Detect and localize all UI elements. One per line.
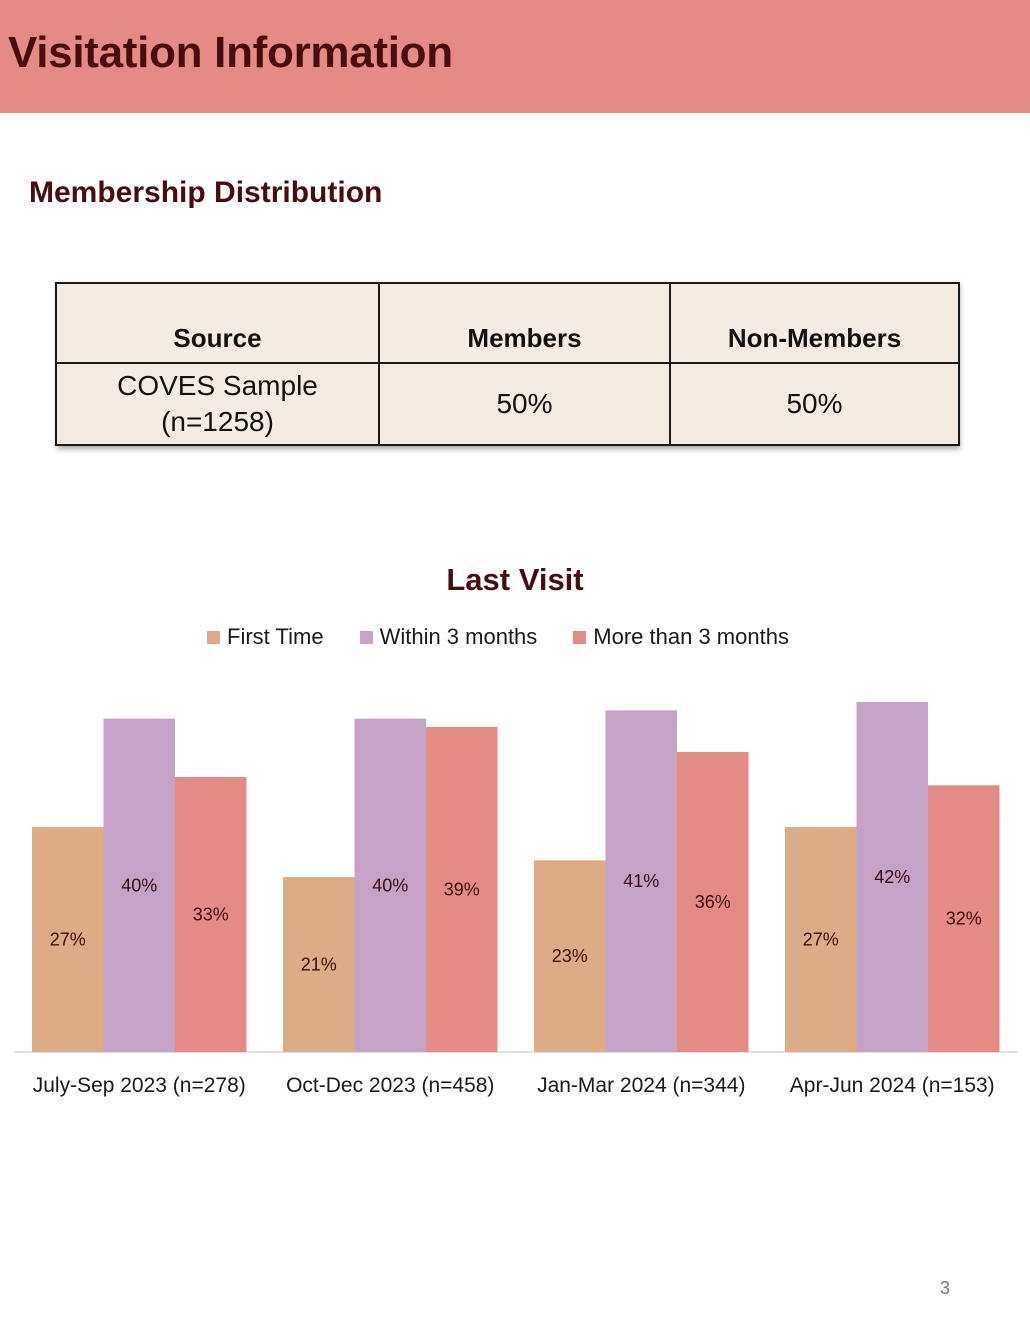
bar-within-3-months-3	[605, 710, 677, 1052]
members-value: 50%	[378, 362, 671, 446]
legend-item-within-3-months: Within 3 months	[359, 624, 538, 650]
legend-item-more-than-3-months: More than 3 months	[573, 624, 789, 650]
bar-more-than-3-months-1	[175, 777, 247, 1052]
data-label-within-3-months-2: 40%	[372, 875, 408, 895]
last-visit-bar-chart: 27% 40% 33% July-Sep 2023 (n=278) 21% 40% 39% O…	[14, 702, 1018, 1097]
column-header-members: Members	[378, 282, 671, 364]
bar-first-time-4	[785, 827, 857, 1052]
x-tick-label-4: Apr-Jun 2024 (n=153)	[790, 1074, 995, 1097]
x-tick-label-1: July-Sep 2023 (n=278)	[33, 1074, 246, 1097]
legend-item-first-time: First Time	[207, 624, 324, 650]
legend-label-first-time: First Time	[227, 624, 324, 649]
header-bar: Visitation Information	[0, 0, 1030, 113]
bar-first-time-2	[283, 877, 355, 1052]
legend-label-more-than-3-months: More than 3 months	[593, 624, 789, 649]
column-header-non-members: Non-Members	[669, 282, 960, 364]
source-sample-size: (n=1258)	[161, 406, 274, 437]
data-label-more-than-3-months-4: 32%	[946, 909, 982, 929]
data-label-more-than-3-months-2: 39%	[444, 880, 480, 900]
legend-swatch-within-3-months	[359, 630, 373, 644]
bar-within-3-months-2	[354, 718, 426, 1052]
bar-within-3-months-4	[856, 702, 928, 1052]
data-label-first-time-3: 23%	[552, 946, 588, 966]
legend-label-within-3-months: Within 3 months	[379, 624, 538, 649]
membership-table-container: Source Members Non-Members COVES Sample …	[55, 282, 960, 446]
table-header-row: Source Members Non-Members	[55, 282, 960, 364]
bar-more-than-3-months-2	[426, 727, 498, 1052]
bar-first-time-1	[32, 827, 104, 1052]
data-label-first-time-4: 27%	[803, 930, 839, 950]
membership-section-title: Membership Distribution	[29, 176, 383, 209]
non-members-value: 50%	[669, 362, 960, 446]
bar-more-than-3-months-3	[677, 752, 749, 1052]
page-title: Visitation Information	[8, 28, 453, 77]
data-label-more-than-3-months-3: 36%	[695, 892, 731, 912]
legend-swatch-first-time	[207, 630, 220, 644]
x-tick-label-3: Jan-Mar 2024 (n=344)	[537, 1074, 745, 1097]
table-row: COVES Sample (n=1258) 50% 50%	[55, 362, 960, 446]
legend-swatch-more-than-3-months	[573, 630, 587, 644]
data-label-within-3-months-3: 41%	[623, 871, 659, 891]
chart-title: Last Visit	[446, 562, 584, 597]
source-cell: COVES Sample (n=1258)	[55, 362, 380, 446]
data-label-first-time-1: 27%	[50, 930, 86, 950]
data-label-first-time-2: 21%	[301, 955, 337, 975]
x-tick-label-2: Oct-Dec 2023 (n=458)	[286, 1074, 494, 1097]
bar-first-time-3	[534, 860, 606, 1052]
source-name: COVES Sample	[117, 370, 318, 401]
bar-more-than-3-months-4	[928, 785, 1000, 1052]
column-header-source: Source	[55, 282, 380, 364]
data-label-within-3-months-1: 40%	[121, 875, 157, 895]
bar-within-3-months-1	[103, 718, 175, 1052]
data-label-more-than-3-months-1: 33%	[193, 905, 229, 925]
data-label-within-3-months-4: 42%	[874, 867, 910, 887]
membership-table: Source Members Non-Members COVES Sample …	[55, 282, 960, 446]
page-number: 3	[940, 1278, 951, 1298]
chart-legend: First Time Within 3 months More than 3 m…	[207, 622, 789, 652]
